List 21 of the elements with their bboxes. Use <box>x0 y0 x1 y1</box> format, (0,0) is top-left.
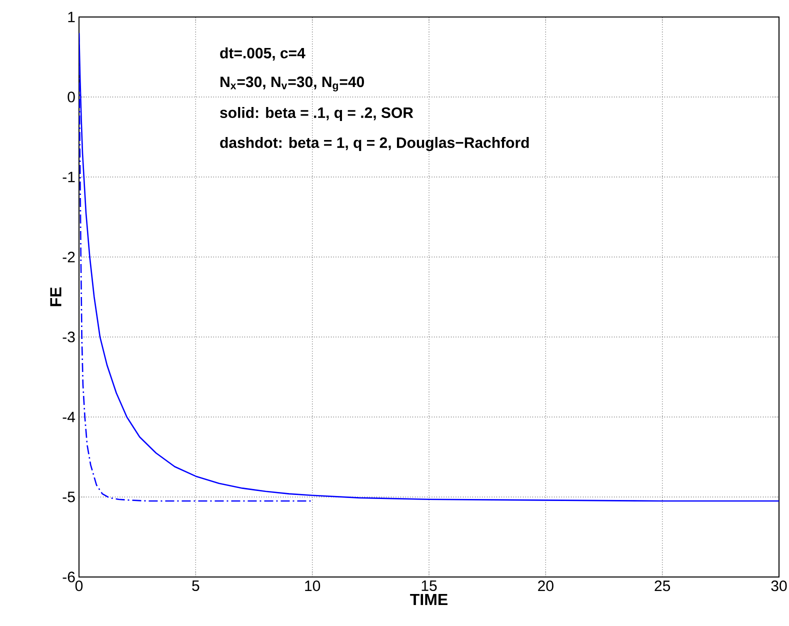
annotation: N$_{x}$=30, N$_{v}$=30, N$_{g}$=40 <box>220 76 364 92</box>
annotation: dashdot: beta = 1, q = 2, Douglas−Rachford <box>220 136 529 152</box>
x-tick-label: 20 <box>538 580 554 592</box>
x-tick-label: 25 <box>654 580 670 592</box>
y-tick-label: -4 <box>62 412 76 422</box>
y-tick-label: -2 <box>62 252 75 262</box>
x-tick-label: 0 <box>75 580 83 592</box>
y-tick-label: -1 <box>62 172 75 182</box>
y-axis-title: FE <box>50 287 62 306</box>
x-axis-title: TIME <box>410 594 448 606</box>
x-tick-label: 30 <box>771 580 787 592</box>
annotation: dt=.005, c=4 <box>220 47 306 61</box>
y-tick-label: 0 <box>68 92 75 102</box>
x-tick-label: 5 <box>192 580 200 591</box>
annotation: solid: beta = .1, q = .2, SOR <box>220 107 414 121</box>
y-tick-label: 1 <box>68 12 75 22</box>
y-tick-label: -5 <box>62 492 75 502</box>
y-tick-label: -3 <box>62 332 75 342</box>
x-tick-label: 15 <box>422 580 437 591</box>
y-tick-label: -6 <box>62 572 75 582</box>
x-tick-label: 10 <box>305 580 320 592</box>
